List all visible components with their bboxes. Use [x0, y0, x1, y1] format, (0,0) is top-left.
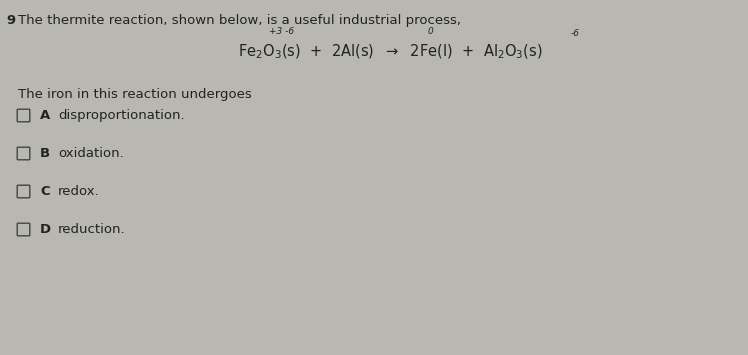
Text: disproportionation.: disproportionation.	[58, 109, 185, 122]
Text: The thermite reaction, shown below, is a useful industrial process,: The thermite reaction, shown below, is a…	[18, 14, 461, 27]
Text: A: A	[40, 109, 50, 122]
Text: -6: -6	[571, 29, 580, 38]
Text: 9: 9	[6, 14, 15, 27]
Text: The iron in this reaction undergoes: The iron in this reaction undergoes	[18, 88, 252, 101]
Text: redox.: redox.	[58, 185, 99, 198]
Text: reduction.: reduction.	[58, 223, 126, 236]
Text: 0: 0	[427, 27, 433, 36]
Text: D: D	[40, 223, 51, 236]
Text: C: C	[40, 185, 49, 198]
Text: oxidation.: oxidation.	[58, 147, 123, 160]
Text: Fe$_2$O$_3$(s)  +  2Al(s)  $\rightarrow$  2Fe(l)  +  Al$_2$O$_3$(s): Fe$_2$O$_3$(s) + 2Al(s) $\rightarrow$ 2F…	[238, 43, 542, 61]
Text: +3 -6: +3 -6	[269, 27, 295, 36]
Text: B: B	[40, 147, 50, 160]
